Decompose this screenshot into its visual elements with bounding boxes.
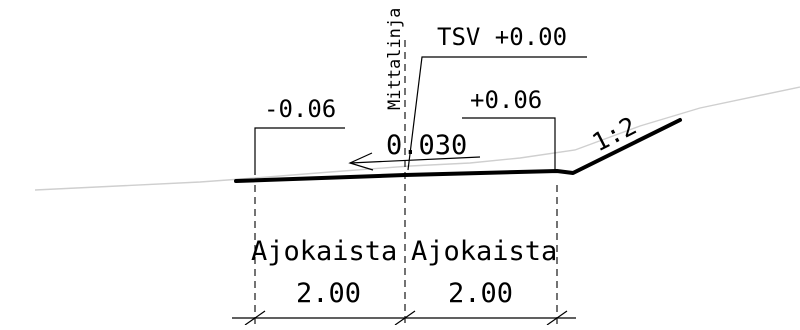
tsv-elevation-label: TSV +0.00 <box>437 23 567 51</box>
tsv-leader-line <box>407 56 587 171</box>
lane-left-width: 2.00 <box>296 278 361 309</box>
left-elevation-leader <box>254 127 345 175</box>
dimension-tick-left <box>244 310 266 326</box>
dimension-tick-right <box>546 310 568 326</box>
slope-ratio-label: 1:2 <box>588 111 641 157</box>
left-elevation-label: -0.06 <box>264 95 336 123</box>
right-elevation-leader <box>462 117 556 170</box>
lane-left-label: Ajokaista <box>251 236 397 267</box>
crossfall-arrow-head <box>348 152 374 171</box>
lane-right-label: Ajokaista <box>411 236 557 267</box>
right-elevation-label: +0.06 <box>470 86 542 114</box>
dimension-tick-center <box>394 310 416 326</box>
crossfall-label: 0.030 <box>386 130 467 161</box>
crossfall-arrow-line <box>349 156 481 164</box>
road-surface-line <box>234 118 682 183</box>
lane-right-width: 2.00 <box>448 278 513 309</box>
centerline-label: Mittalinja <box>385 8 405 110</box>
